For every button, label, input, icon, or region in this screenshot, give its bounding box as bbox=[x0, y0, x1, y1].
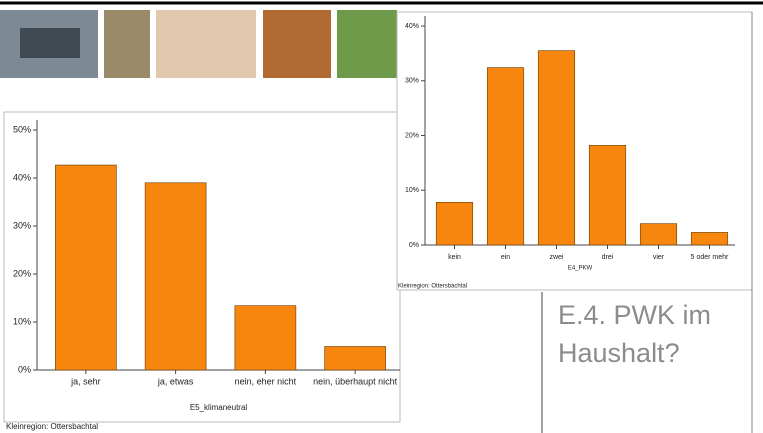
y-tick-label: 40% bbox=[405, 23, 419, 30]
x-axis-label: E4_PKW bbox=[568, 266, 593, 272]
photo-shutter bbox=[263, 10, 331, 78]
y-tick-label: 20% bbox=[405, 132, 419, 139]
bar bbox=[486, 67, 525, 246]
x-tick-label: kein bbox=[448, 254, 461, 261]
bar bbox=[55, 164, 117, 371]
chart-note: Kleinregion: Ottersbachtal bbox=[398, 284, 467, 290]
y-tick-label: 10% bbox=[405, 187, 419, 194]
x-tick-label: drei bbox=[602, 254, 614, 261]
x-axis-label: E5_klimaneutral bbox=[190, 403, 248, 412]
y-tick-label: 30% bbox=[13, 220, 31, 230]
x-tick-label: 5 oder mehr bbox=[691, 254, 729, 261]
bar bbox=[537, 50, 576, 246]
slide-heading: E.4. PWK im Haushalt? bbox=[558, 300, 712, 368]
photo-flowers bbox=[104, 10, 150, 78]
x-tick-label: vier bbox=[653, 254, 665, 261]
y-tick-label: 10% bbox=[13, 316, 31, 326]
bar bbox=[324, 346, 386, 371]
y-tick-label: 30% bbox=[405, 78, 419, 85]
x-tick-label: nein, überhaupt nicht bbox=[313, 376, 398, 386]
chart-note: Kleinregion: Ottersbachtal bbox=[6, 422, 98, 431]
x-tick-label: ja, sehr bbox=[70, 376, 101, 386]
x-tick-label: zwei bbox=[549, 254, 563, 261]
photo-detail bbox=[20, 28, 80, 58]
photo-strip bbox=[0, 10, 397, 78]
photo-leaves bbox=[337, 10, 397, 78]
bar bbox=[639, 223, 678, 246]
y-tick-label: 50% bbox=[13, 124, 31, 134]
bar bbox=[234, 305, 297, 371]
y-tick-label: 0% bbox=[409, 242, 419, 249]
y-tick-label: 20% bbox=[13, 268, 31, 278]
x-tick-label: nein, eher nicht bbox=[235, 376, 297, 386]
bar bbox=[144, 182, 207, 371]
y-tick-label: 0% bbox=[18, 364, 31, 374]
bar bbox=[588, 145, 627, 246]
photo-hands bbox=[156, 10, 256, 78]
bar bbox=[690, 232, 729, 246]
x-tick-label: ja, etwas bbox=[157, 376, 194, 386]
x-tick-label: ein bbox=[501, 254, 510, 261]
bar bbox=[435, 201, 474, 246]
y-tick-label: 40% bbox=[13, 172, 31, 182]
